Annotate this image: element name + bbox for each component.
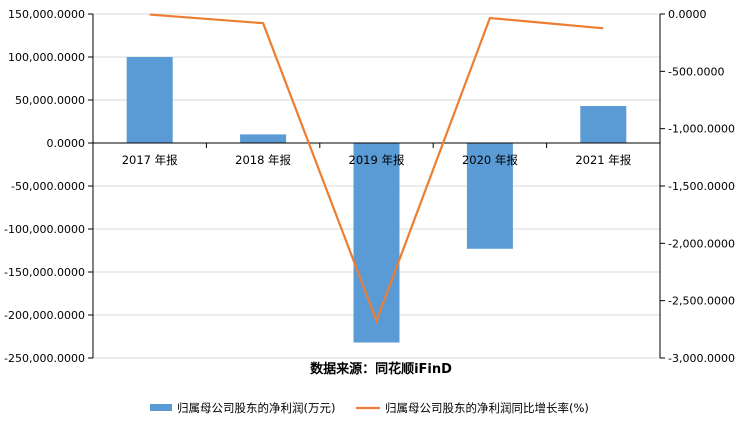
left-tick-label: -150,000.0000 (4, 266, 85, 279)
line-series (149, 13, 604, 324)
legend-bar-label: 归属母公司股东的净利润(万元) (177, 401, 335, 415)
left-tick-label: 50,000.0000 (15, 94, 85, 107)
right-tick-label: -1,500.0000 (668, 180, 735, 193)
bar (353, 143, 400, 343)
bar (466, 143, 513, 249)
left-tick-label: 100,000.0000 (8, 51, 85, 64)
category-label: 2018 年报 (235, 153, 291, 167)
category-label: 2021 年报 (575, 153, 631, 167)
data-source-label: 数据来源：同花顺iFinD (310, 361, 452, 377)
left-tick-label: 0.0000 (47, 137, 86, 150)
right-tick-label: -1,000.0000 (668, 123, 735, 136)
legend-line-label: 归属母公司股东的净利润同比增长率(%) (385, 401, 589, 415)
bar-series (126, 57, 627, 343)
right-tick-label: -2,500.0000 (668, 295, 735, 308)
category-labels: 2017 年报 2018 年报 2019 年报 2020 年报 2021 年报 (122, 153, 632, 167)
bar (126, 57, 173, 143)
right-axis-tick-labels: 0.0000 -500.0000 -1,000.0000 -1,500.0000 -2,… (668, 8, 735, 365)
category-label: 2020 年报 (462, 153, 518, 167)
bar (580, 106, 627, 143)
left-tick-label: -250,000.0000 (4, 352, 85, 365)
left-tick-label: -50,000.0000 (11, 180, 85, 193)
left-tick-label: 150,000.0000 (8, 8, 85, 21)
axes (88, 13, 665, 359)
legend: 归属母公司股东的净利润(万元) 归属母公司股东的净利润同比增长率(%) (150, 401, 589, 415)
left-tick-label: -100,000.0000 (4, 223, 85, 236)
bar (240, 134, 287, 143)
left-axis-tick-labels: 150,000.0000 100,000.0000 50,000.0000 0.000… (4, 8, 85, 365)
right-tick-label: 0.0000 (668, 8, 707, 21)
right-tick-label: -500.0000 (668, 65, 724, 78)
legend-bar-swatch (150, 404, 172, 411)
left-tick-label: -200,000.0000 (4, 309, 85, 322)
right-tick-label: -2,000.0000 (668, 237, 735, 250)
category-label: 2017 年报 (122, 153, 178, 167)
right-tick-label: -3,000.0000 (668, 352, 735, 365)
category-label: 2019 年报 (349, 153, 405, 167)
